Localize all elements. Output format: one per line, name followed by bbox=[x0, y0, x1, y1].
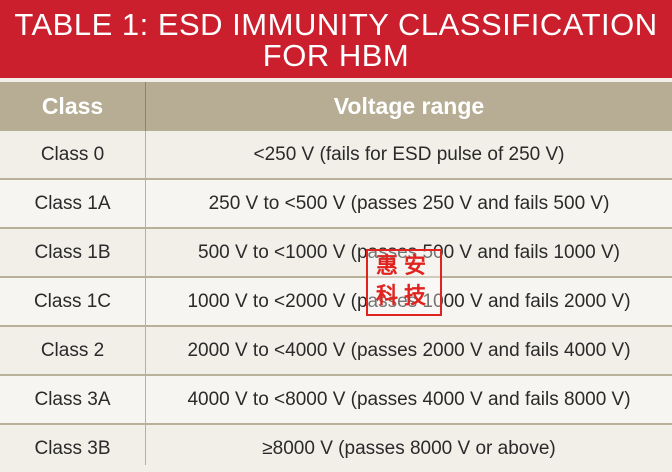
class-cell: Class 1C bbox=[33, 291, 112, 312]
stamp-line-2: 科技 bbox=[375, 283, 432, 309]
class-cell: Class 2 bbox=[40, 340, 105, 361]
class-cell: Class 3B bbox=[34, 438, 111, 459]
table-row: Class 3B ≥8000 V (passes 8000 V or above… bbox=[0, 425, 672, 472]
voltage-range-cell: 250 V to <500 V (passes 250 V and fails … bbox=[208, 193, 610, 214]
table-row: Class 1A 250 V to <500 V (passes 250 V a… bbox=[0, 180, 672, 227]
row-divider bbox=[0, 325, 672, 327]
table-row: Class 1C 1000 V to <2000 V (passes 1000 … bbox=[0, 278, 672, 325]
class-cell: Class 1A bbox=[34, 193, 111, 214]
table-title-line-2: FOR HBM bbox=[262, 38, 410, 73]
voltage-range-cell: 1000 V to <2000 V (passes 1000 V and fai… bbox=[187, 291, 631, 312]
class-cell: Class 3A bbox=[34, 389, 111, 410]
row-divider bbox=[0, 423, 672, 425]
voltage-range-cell: 2000 V to <4000 V (passes 2000 V and fai… bbox=[187, 340, 631, 361]
header-voltage-range: Voltage range bbox=[333, 93, 485, 119]
table-row: Class 1B 500 V to <1000 V (passes 500 V … bbox=[0, 229, 672, 276]
header-divider bbox=[145, 82, 146, 131]
row-divider bbox=[0, 178, 672, 180]
header-class: Class bbox=[41, 93, 104, 119]
table-row: Class 3A 4000 V to <8000 V (passes 4000 … bbox=[0, 376, 672, 423]
table-row: Class 0 <250 V (fails for ESD pulse of 2… bbox=[0, 131, 672, 178]
watermark-stamp: 惠安 科技 bbox=[366, 249, 442, 316]
class-cell: Class 1B bbox=[34, 242, 111, 263]
voltage-range-cell: <250 V (fails for ESD pulse of 250 V) bbox=[253, 144, 565, 165]
column-divider bbox=[145, 131, 146, 465]
row-divider bbox=[0, 374, 672, 376]
voltage-range-cell: 4000 V to <8000 V (passes 4000 V and fai… bbox=[187, 389, 631, 410]
table-header-row: Class Voltage range bbox=[0, 82, 672, 131]
stamp-line-1: 惠安 bbox=[375, 253, 432, 279]
class-cell: Class 0 bbox=[40, 144, 105, 165]
voltage-range-cell: 500 V to <1000 V (passes 500 V and fails… bbox=[198, 242, 620, 263]
table-title-line-1: TABLE 1: ESD IMMUNITY CLASSIFICATION bbox=[14, 7, 658, 42]
row-divider bbox=[0, 227, 672, 229]
row-divider bbox=[0, 276, 672, 278]
voltage-range-cell: ≥8000 V (passes 8000 V or above) bbox=[262, 438, 556, 459]
table-row: Class 2 2000 V to <4000 V (passes 2000 V… bbox=[0, 327, 672, 374]
table-title: TABLE 1: ESD IMMUNITY CLASSIFICATION FOR… bbox=[0, 0, 672, 78]
table-body: Class 0 <250 V (fails for ESD pulse of 2… bbox=[0, 131, 672, 472]
